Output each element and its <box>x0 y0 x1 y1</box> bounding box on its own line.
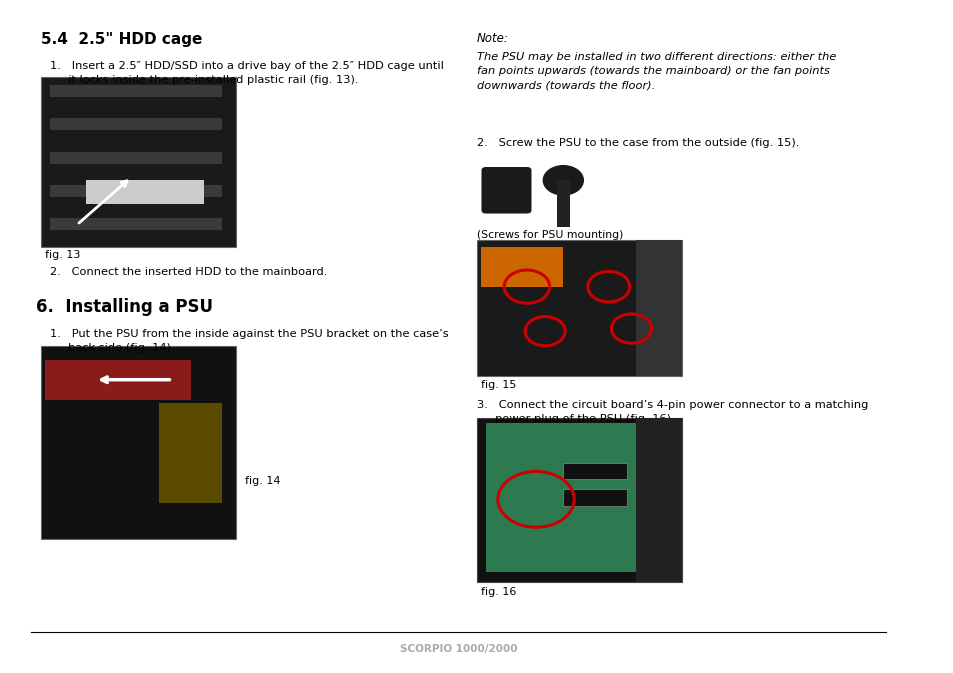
Text: fig. 13: fig. 13 <box>45 250 80 260</box>
FancyBboxPatch shape <box>557 180 569 227</box>
Text: fig. 14: fig. 14 <box>245 476 280 486</box>
Text: 1.   Put the PSU from the inside against the PSU bracket on the case’s
     back: 1. Put the PSU from the inside against t… <box>50 328 448 353</box>
Text: Note:: Note: <box>476 32 508 45</box>
FancyBboxPatch shape <box>45 360 191 400</box>
Text: 3.   Connect the circuit board’s 4-pin power connector to a matching
     power : 3. Connect the circuit board’s 4-pin pow… <box>476 400 867 423</box>
FancyBboxPatch shape <box>86 180 204 203</box>
FancyBboxPatch shape <box>562 489 626 506</box>
FancyBboxPatch shape <box>562 463 626 479</box>
FancyBboxPatch shape <box>40 347 235 539</box>
FancyBboxPatch shape <box>636 240 680 376</box>
FancyBboxPatch shape <box>40 77 235 247</box>
FancyBboxPatch shape <box>50 85 222 97</box>
FancyBboxPatch shape <box>50 151 222 164</box>
FancyBboxPatch shape <box>476 149 603 227</box>
FancyBboxPatch shape <box>636 417 680 582</box>
Text: (Screws for PSU mounting): (Screws for PSU mounting) <box>476 230 622 240</box>
Text: SCORPIO 1000/2000: SCORPIO 1000/2000 <box>399 643 517 653</box>
FancyBboxPatch shape <box>476 240 680 376</box>
Circle shape <box>543 166 582 195</box>
Text: 5.4  2.5" HDD cage: 5.4 2.5" HDD cage <box>40 32 202 47</box>
FancyBboxPatch shape <box>481 247 562 287</box>
FancyBboxPatch shape <box>50 218 222 230</box>
FancyBboxPatch shape <box>50 118 222 131</box>
Text: 1.   Insert a 2.5″ HDD/SSD into a drive bay of the 2.5″ HDD cage until
     it l: 1. Insert a 2.5″ HDD/SSD into a drive ba… <box>50 61 443 85</box>
Text: fig. 16: fig. 16 <box>481 587 517 597</box>
Text: 6.  Installing a PSU: 6. Installing a PSU <box>36 298 213 316</box>
FancyBboxPatch shape <box>476 417 680 582</box>
Text: The PSU may be installed in two different directions: either the
fan points upwa: The PSU may be installed in two differen… <box>476 52 836 91</box>
FancyBboxPatch shape <box>158 403 222 503</box>
FancyBboxPatch shape <box>50 185 222 197</box>
FancyBboxPatch shape <box>481 167 531 213</box>
Text: 2.   Screw the PSU to the case from the outside (fig. 15).: 2. Screw the PSU to the case from the ou… <box>476 139 799 149</box>
Text: fig. 15: fig. 15 <box>481 380 517 390</box>
FancyBboxPatch shape <box>485 423 639 573</box>
Text: 2.   Connect the inserted HDD to the mainboard.: 2. Connect the inserted HDD to the mainb… <box>50 267 327 277</box>
